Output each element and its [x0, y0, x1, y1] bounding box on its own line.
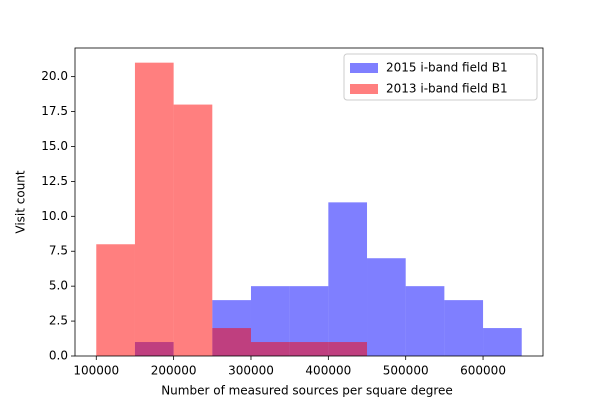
y-tick-label: 17.5: [41, 104, 68, 118]
x-tick-label: 100000: [73, 364, 119, 378]
legend-label: 2015 i-band field B1: [386, 61, 508, 75]
bar: [328, 342, 368, 356]
bar: [483, 328, 522, 356]
bar: [134, 62, 174, 357]
x-tick-label: 600000: [460, 364, 506, 378]
y-tick-label: 7.5: [49, 244, 68, 258]
y-tick-label: 10.0: [41, 209, 68, 223]
bar: [367, 258, 406, 356]
y-tick-label: 5.0: [49, 279, 68, 293]
x-axis-label: Number of measured sources per square de…: [161, 384, 453, 398]
bar: [96, 244, 135, 356]
y-tick-label: 15.0: [41, 139, 68, 153]
x-tick-label: 500000: [383, 364, 429, 378]
y-tick-label: 0.0: [49, 349, 68, 363]
x-tick-label: 300000: [228, 364, 274, 378]
bar: [405, 286, 445, 356]
bar: [444, 300, 484, 356]
legend-box: [343, 53, 538, 101]
x-tick-label: 400000: [305, 364, 351, 378]
bar: [328, 202, 368, 356]
bar: [250, 342, 290, 356]
y-axis-label: Visit count: [14, 170, 28, 234]
bar: [289, 342, 329, 356]
y-tick-label: 12.5: [41, 174, 68, 188]
legend-swatch: [350, 63, 378, 73]
plot-frame: [74, 47, 544, 357]
legend-label: 2013 i-band field B1: [386, 82, 508, 96]
bar: [212, 328, 251, 356]
y-tick-label: 20.0: [41, 69, 68, 83]
bar: [173, 104, 213, 356]
x-tick-label: 200000: [151, 364, 197, 378]
legend-swatch: [350, 84, 378, 94]
y-tick-label: 2.5: [49, 314, 68, 328]
